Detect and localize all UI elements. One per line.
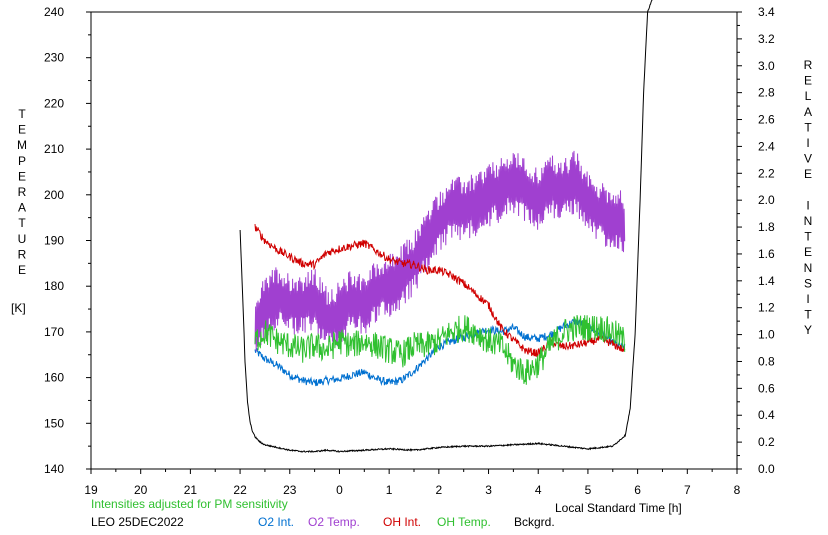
x-tick-label: 23 <box>283 483 297 497</box>
y-left-label-letter: T <box>18 216 26 230</box>
y-left-label-letter: M <box>17 138 27 152</box>
y-left-tick-label: 210 <box>44 142 64 156</box>
y-left-label-letter: A <box>18 201 26 215</box>
y-right-tick-label: 1.0 <box>758 328 775 342</box>
y-right-label-letter: I <box>806 136 809 150</box>
y-right-tick-label: 2.8 <box>758 86 775 100</box>
y-right-tick-label: 3.0 <box>758 59 775 73</box>
y-right-tick-label: 2.6 <box>758 113 775 127</box>
x-tick-label: 6 <box>634 483 641 497</box>
y-right-label-letter: R <box>804 58 813 72</box>
y-right-tick-label: 0.6 <box>758 381 775 395</box>
y-right-tick-label: 3.4 <box>758 5 775 19</box>
x-tick-label: 0 <box>336 483 343 497</box>
y-left-tick-label: 230 <box>44 51 64 65</box>
y-right-tick-label: 0.0 <box>758 462 775 476</box>
y-right-label-letter: Y <box>804 323 812 337</box>
y-left-label-letter: U <box>18 232 27 246</box>
x-tick-label: 22 <box>233 483 247 497</box>
y-right-tick-label: 1.2 <box>758 301 775 315</box>
left-temperature-axis: 140150160170180190200210220230240TEMPERA… <box>17 5 91 476</box>
x-tick-label: 8 <box>734 483 741 497</box>
y-right-label-letter: E <box>804 245 812 259</box>
y-right-label-letter: E <box>804 74 812 88</box>
sensitivity-note: Intensities adjusted for PM sensitivity <box>91 497 288 511</box>
y-left-label-letter: R <box>18 247 27 261</box>
series-line-oh-temp <box>254 314 626 385</box>
y-right-tick-label: 1.8 <box>758 220 775 234</box>
x-tick-label: 2 <box>436 483 443 497</box>
y-left-tick-label: 180 <box>44 279 64 293</box>
y-left-tick-label: 200 <box>44 188 64 202</box>
legend-entry: OH Int. <box>383 515 421 529</box>
legend: O2 Int. O2 Temp. OH Int. OH Temp. Bckgrd. <box>258 515 555 529</box>
y-left-tick-label: 190 <box>44 234 64 248</box>
y-left-tick-label: 140 <box>44 462 64 476</box>
y-left-tick-label: 240 <box>44 5 64 19</box>
y-right-label-letter: A <box>804 105 812 119</box>
y-right-tick-label: 0.2 <box>758 435 775 449</box>
x-tick-label: 4 <box>535 483 542 497</box>
y-right-tick-label: 1.6 <box>758 247 775 261</box>
station-date-label: LEO 25DEC2022 <box>91 515 184 529</box>
series-layer <box>239 0 653 453</box>
y-right-label-letter: T <box>804 120 812 134</box>
y-left-tick-label: 220 <box>44 96 64 110</box>
x-tick-label: 7 <box>684 483 691 497</box>
y-right-label-letter: S <box>804 276 812 290</box>
x-tick-label: 5 <box>585 483 592 497</box>
series-line-o2-int <box>254 318 626 387</box>
x-tick-label: 20 <box>134 483 148 497</box>
x-tick-label: 19 <box>84 483 98 497</box>
y-left-tick-label: 170 <box>44 325 64 339</box>
series-line-o2-temp <box>254 150 626 352</box>
x-axis-label: Local Standard Time [h] <box>555 501 682 515</box>
y-left-unit: [K] <box>11 301 26 315</box>
x-tick-label: 1 <box>386 483 393 497</box>
labels-layer: Local Standard Time [h] Intensities adju… <box>11 301 682 529</box>
y-right-label-letter: V <box>804 152 812 166</box>
plot-frame <box>90 11 738 470</box>
y-right-label-letter: N <box>804 261 813 275</box>
y-right-label-letter: I <box>806 292 809 306</box>
y-right-label-letter: L <box>805 89 812 103</box>
legend-entry: O2 Temp. <box>308 515 360 529</box>
y-right-label-letter: T <box>804 308 812 322</box>
y-left-label-letter: E <box>18 169 26 183</box>
right-intensity-axis: 0.0 0.2 0.4 0.6 0.8 1.0 1.2 1.4 1.6 1.8 2.0 2.2 2.4 2… <box>737 5 813 476</box>
y-left-label-letter: T <box>18 107 26 121</box>
y-right-tick-label: 0.8 <box>758 354 775 368</box>
y-left-label-letter: E <box>18 123 26 137</box>
y-right-tick-label: 3.2 <box>758 32 775 46</box>
y-right-tick-label: 2.0 <box>758 193 775 207</box>
legend-entry: O2 Int. <box>258 515 294 529</box>
y-left-tick-label: 160 <box>44 371 64 385</box>
y-right-label-letter: T <box>804 230 812 244</box>
y-right-tick-label: 0.4 <box>758 408 775 422</box>
y-left-label-letter: E <box>18 263 26 277</box>
legend-entry: OH Temp. <box>437 515 491 529</box>
y-right-label-letter: I <box>806 198 809 212</box>
y-right-tick-label: 2.4 <box>758 139 775 153</box>
y-right-label-letter: E <box>804 167 812 181</box>
series-line-oh-int <box>254 224 626 358</box>
y-left-label-letter: P <box>18 154 26 168</box>
series-line-bckgrd <box>239 0 653 453</box>
y-right-tick-label: 2.2 <box>758 166 775 180</box>
x-tick-label: 3 <box>485 483 492 497</box>
x-tick-label: 21 <box>184 483 198 497</box>
y-left-label-letter: R <box>18 185 27 199</box>
y-right-tick-label: 1.4 <box>758 274 775 288</box>
y-left-tick-label: 150 <box>44 416 64 430</box>
legend-entry: Bckgrd. <box>514 515 555 529</box>
y-right-label-letter: N <box>804 214 813 228</box>
time-axis: 19 20 21 22 23 0 1 2 3 4 5 6 7 8 <box>84 469 741 497</box>
